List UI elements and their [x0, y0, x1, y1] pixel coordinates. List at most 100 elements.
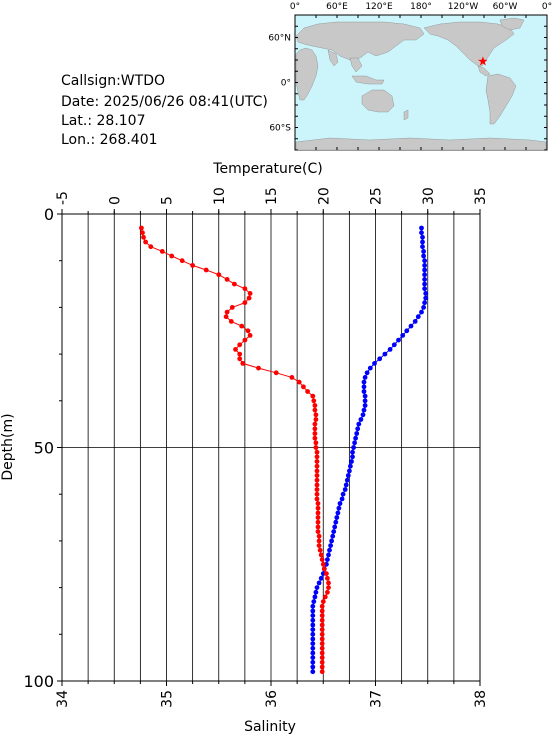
temperature-point [345, 473, 351, 478]
salinity-point [223, 314, 229, 320]
salinity-point [319, 659, 325, 665]
salinity-point [242, 300, 248, 306]
temperature-point [316, 580, 322, 586]
salinity-point [319, 650, 325, 656]
temperature-point [361, 389, 367, 394]
salinity-point [228, 319, 234, 324]
temperature-point [362, 375, 368, 380]
callsign-line: Callsign:WTDO [61, 73, 165, 90]
temperature-point [422, 263, 427, 268]
temperature-axis-title: Temperature(C) [212, 161, 322, 177]
temperature-tick-label: 25 [369, 187, 385, 205]
temperature-point [362, 393, 368, 399]
temperature-point [422, 286, 427, 292]
temperature-point [367, 365, 373, 371]
temperature-point [343, 482, 349, 488]
latitude-label: Lat.: [61, 113, 93, 129]
temperature-point [331, 529, 337, 534]
temperature-point [422, 277, 427, 282]
temperature-point [421, 249, 426, 254]
temperature-point [310, 603, 316, 609]
salinity-point [319, 603, 325, 609]
salinity-point [314, 491, 320, 497]
date-line: Date: 2025/06/26 08:41(UTC) [61, 94, 268, 111]
salinity-point [326, 580, 331, 586]
map-longitude-tick-label: 120°W [448, 2, 479, 12]
temperature-point [310, 631, 316, 637]
salinity-point [190, 263, 196, 268]
salinity-tick-label: 37 [369, 690, 385, 708]
salinity-point [203, 267, 209, 273]
temperature-point [419, 309, 424, 315]
salinity-point [318, 552, 324, 558]
temperature-point [332, 524, 338, 530]
world-map: 0° 60°E 120°E 180° 120°W 60°W 0° 60°N 0° 60°S [268, 2, 552, 151]
salinity-point [141, 234, 146, 240]
temperature-point [423, 291, 429, 296]
land-africa [295, 47, 319, 101]
temperature-point [422, 281, 427, 287]
salinity-point [313, 440, 319, 446]
temperature-point [349, 459, 354, 464]
latitude-line: Lat.: 28.107 [61, 113, 146, 130]
map-left-tick-labels: 60°N 0° 60°S [268, 34, 291, 134]
temperature-point [310, 650, 316, 656]
temperature-tick-label: 0 [107, 196, 123, 205]
temperature-point [382, 351, 388, 357]
temperature-point [420, 234, 425, 240]
temperature-tick-label: 10 [212, 187, 228, 205]
salinity-point [315, 529, 321, 534]
temperature-tick-label: 30 [421, 187, 437, 205]
salinity-point [319, 613, 325, 618]
salinity-point [314, 487, 320, 492]
location-marker [478, 56, 488, 66]
depth-tick-label: 100 [23, 672, 54, 691]
temperature-point [361, 407, 367, 413]
salinity-tick-label: 36 [264, 690, 280, 708]
plot-grid [61, 214, 481, 681]
salinity-point [289, 375, 295, 380]
temperature-point [362, 398, 368, 404]
temperature-point [372, 361, 377, 366]
salinity-point [237, 351, 243, 357]
temperature-point [350, 449, 355, 455]
salinity-point [317, 547, 323, 553]
salinity-point [314, 477, 320, 483]
salinity-point [256, 365, 261, 371]
land-australia [361, 89, 395, 113]
salinity-point [319, 655, 325, 660]
temperature-point [310, 608, 316, 614]
salinity-point [314, 473, 320, 478]
salinity-point [305, 389, 310, 394]
temperature-point [344, 477, 350, 483]
temperature-tick-label: -5 [55, 191, 71, 205]
temperature-series [310, 225, 429, 675]
temperature-tick-label: 5 [160, 196, 176, 205]
salinity-point [314, 482, 320, 488]
temperature-point [347, 468, 352, 474]
callsign-value: WTDO [120, 73, 165, 89]
map-latitude-tick-label: 60°S [269, 124, 291, 134]
salinity-point [239, 323, 245, 329]
temperature-point [310, 617, 316, 623]
temperature-line [312, 228, 427, 672]
salinity-point [321, 566, 327, 572]
temperature-point [339, 496, 345, 502]
temperature-point [404, 328, 410, 334]
temperature-point [312, 594, 318, 600]
salinity-tick-label: 35 [160, 690, 176, 708]
salinity-point [311, 398, 317, 404]
salinity-point [322, 594, 328, 600]
salinity-point [313, 417, 319, 422]
salinity-point [319, 664, 325, 670]
temperature-point [400, 333, 406, 338]
temperature-point [334, 515, 340, 520]
salinity-point [273, 370, 279, 376]
salinity-point [313, 412, 319, 418]
salinity-point [326, 585, 331, 590]
longitude-label: Lon.: [61, 132, 96, 148]
salinity-point [314, 459, 320, 464]
salinity-point [312, 421, 318, 427]
